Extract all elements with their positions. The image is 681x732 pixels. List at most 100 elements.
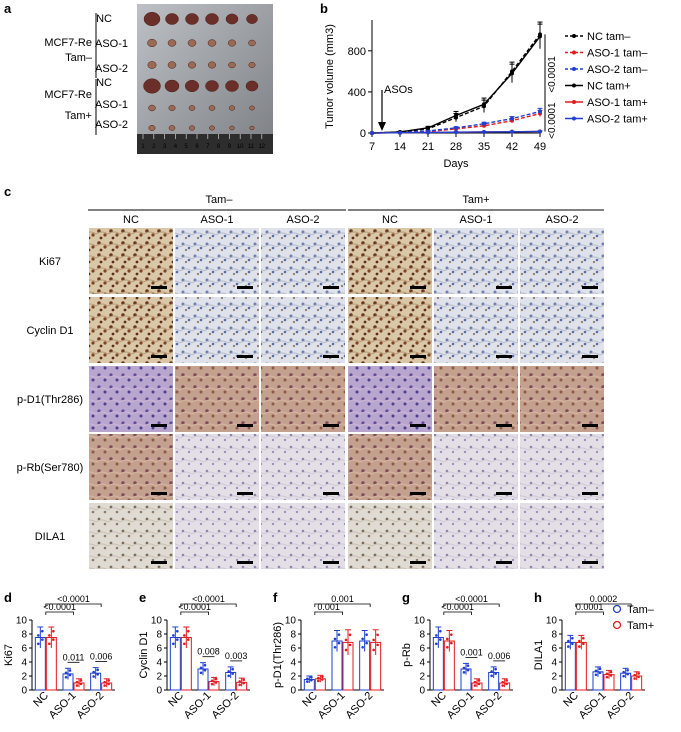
data-dot (242, 678, 245, 682)
data-dot (48, 642, 51, 646)
ruler-tick-label: 3 (163, 144, 167, 150)
tumor-specimen (167, 39, 177, 47)
y-tick-label: 6 (21, 644, 27, 655)
ihc-image (520, 503, 604, 569)
panel-letter-d: d (4, 590, 12, 605)
x-tick-label: NC (429, 690, 449, 710)
data-dot (310, 678, 313, 682)
y-tick-label: 8 (419, 630, 425, 641)
data-dot (439, 638, 442, 641)
data-dot (571, 642, 574, 646)
y-tick-label: 2 (21, 672, 27, 683)
ihc-image (261, 297, 345, 363)
scale-bar (151, 561, 167, 564)
data-dot (473, 684, 477, 687)
scale-bar (582, 424, 598, 427)
data-dot (68, 673, 72, 677)
data-dot (306, 677, 309, 681)
scale-bar (151, 492, 167, 495)
data-dot (376, 633, 379, 637)
data-point (482, 121, 486, 126)
pvalue-label-2: <0.0001 (547, 102, 558, 139)
bar-legend: Tam– Tam+ (612, 604, 655, 632)
sig-bracket (314, 603, 371, 607)
ruler-tick-label: 2 (152, 144, 156, 150)
ihc-row-label: Cyclin D1 (26, 325, 73, 337)
y-tick-label: 0 (419, 686, 425, 697)
sig-bracket (45, 603, 102, 607)
scale-bar (151, 424, 167, 427)
data-dot (37, 642, 40, 646)
sig-label: <0.0001 (43, 602, 76, 612)
legend-marker (572, 34, 576, 38)
scale-bar (410, 424, 426, 427)
tumor-specimen (147, 61, 157, 69)
sig-label: 0.011 (63, 652, 85, 662)
chart-b-tumor-volume: 0 400 800 7 14 21 28 35 42 49 Days Tumor volume (mm… (324, 20, 648, 170)
y-axis-label: p-Rb (401, 643, 413, 667)
sig-label: <0.0001 (178, 602, 211, 612)
data-dot (176, 629, 179, 633)
legend-marker (572, 100, 576, 104)
group-label-bottom: MCF7-Re (44, 89, 92, 101)
data-dot (37, 634, 40, 637)
ruler-ticks: 1 2 3 4 5 6 7 8 9 10 11 12 (141, 134, 266, 150)
data-dot (372, 638, 375, 642)
ihc-image (175, 503, 259, 569)
data-dot (41, 638, 44, 641)
ihc-image (348, 366, 432, 432)
x-tick-label: NC (300, 690, 320, 710)
sig-label: <0.0001 (57, 594, 90, 604)
data-dot (333, 637, 337, 641)
data-point (510, 116, 514, 121)
ihc-column-header: ASO-2 (545, 214, 578, 226)
scale-bar (237, 286, 253, 289)
x-tick-label: 35 (478, 141, 490, 153)
data-point (538, 129, 542, 134)
tumor-specimen (209, 125, 215, 131)
data-dot (96, 673, 99, 676)
data-dot (626, 668, 629, 672)
tumor-specimen (245, 80, 259, 92)
y-tick-label: 6 (551, 644, 557, 655)
y-tick-label: 4 (156, 658, 162, 669)
sig-bracket (314, 611, 343, 615)
tumor-specimen (205, 13, 219, 25)
tumor-specimen (249, 125, 255, 131)
data-dot (622, 674, 625, 678)
data-dot (490, 670, 493, 673)
bar-charts: d0246810Ki67NCASO-1ASO-2<0.0001<0.00010.… (3, 590, 645, 721)
row-label-5: ASO-1 (95, 99, 128, 111)
bar (575, 641, 587, 691)
x-tick-label: ASO-2 (604, 690, 636, 722)
data-dot (52, 638, 55, 641)
data-point (482, 102, 486, 107)
ihc-image (520, 434, 604, 500)
data-dot (92, 675, 95, 678)
x-tick-label: ASO-1 (47, 690, 79, 722)
ihc-image (89, 228, 173, 294)
y-tick-label: 6 (156, 644, 162, 655)
ihc-image (348, 434, 432, 500)
data-dot (466, 668, 470, 672)
ihc-image (89, 503, 173, 569)
x-tick-label: ASO-1 (577, 690, 609, 722)
scale-bar (582, 492, 598, 495)
data-dot (578, 645, 581, 648)
x-tick-label: ASO-2 (343, 690, 375, 722)
data-point (454, 130, 458, 135)
sig-label: <0.0001 (192, 594, 225, 604)
asos-label: ASOs (384, 84, 413, 96)
legend-marker (572, 116, 576, 121)
y-tick-label: 8 (156, 630, 162, 641)
data-dot (187, 638, 190, 641)
data-dot (317, 676, 320, 680)
x-axis-label: Days (443, 158, 469, 170)
y-tick-label: 4 (419, 658, 425, 669)
data-dot (75, 680, 79, 684)
y-tick-label: 10 (546, 616, 558, 627)
ihc-image (520, 228, 604, 294)
data-dot (372, 648, 375, 652)
ruler-tick-label: 10 (237, 144, 244, 150)
data-point (454, 113, 458, 118)
